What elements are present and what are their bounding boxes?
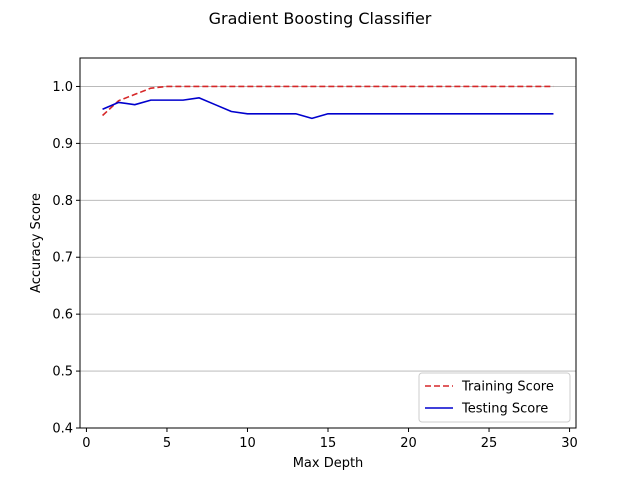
y-tick-label: 0.7 xyxy=(52,251,73,266)
y-axis: 0.4 0.5 0.6 0.7 0.8 0.9 1.0 xyxy=(52,80,80,437)
plot-area xyxy=(102,85,554,120)
y-tick-label: 1.0 xyxy=(52,80,73,95)
y-tick-label: 0.6 xyxy=(52,308,73,323)
chart-title: Gradient Boosting Classifier xyxy=(209,9,432,28)
y-tick-label: 0.9 xyxy=(52,137,73,152)
x-tick-label: 5 xyxy=(163,436,171,451)
y-tick-label: 0.5 xyxy=(52,365,73,380)
x-tick-label: 10 xyxy=(239,436,256,451)
legend-label: Testing Score xyxy=(461,402,548,417)
series-line-training-score xyxy=(102,85,554,117)
legend-label: Training Score xyxy=(461,380,554,395)
x-axis: 0 5 10 15 20 25 30 xyxy=(82,428,578,451)
y-tick-label: 0.8 xyxy=(52,194,73,209)
y-tick-label: 0.4 xyxy=(52,422,73,437)
x-tick-label: 20 xyxy=(400,436,417,451)
legend-box xyxy=(418,372,571,423)
x-tick-label: 30 xyxy=(561,436,578,451)
x-tick-label: 0 xyxy=(82,436,90,451)
x-tick-label: 15 xyxy=(320,436,337,451)
x-axis-label: Max Depth xyxy=(293,456,364,471)
legend: Training Score Testing Score xyxy=(418,372,571,423)
x-tick-label: 25 xyxy=(481,436,498,451)
series-line-testing-score xyxy=(102,97,554,120)
y-axis-label: Accuracy Score xyxy=(29,193,44,293)
